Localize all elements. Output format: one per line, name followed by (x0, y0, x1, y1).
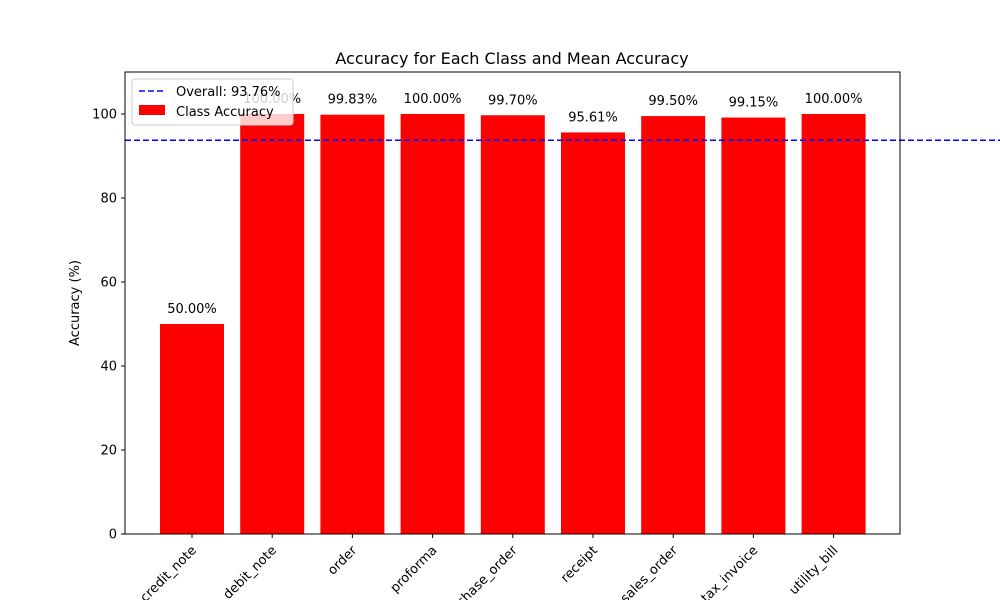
x-tick-label: tax_invoice (699, 543, 762, 600)
x-tick-label: credit_note (138, 543, 200, 600)
x-tick-label: debit_note (221, 543, 280, 600)
bar (320, 114, 385, 535)
legend-overall-label: Overall: 93.76% (176, 85, 281, 100)
bar (160, 324, 224, 534)
x-tick-label: proforma (388, 543, 441, 596)
bar (801, 114, 866, 534)
legend-box (131, 78, 294, 126)
bar (400, 114, 465, 534)
bar-value-label: 99.50% (648, 94, 698, 109)
bar-value-label: 100.00% (404, 92, 462, 107)
bar-value-label: 99.70% (488, 93, 538, 108)
bar (641, 116, 706, 534)
x-tick-label: sales_order (618, 543, 682, 600)
y-tick-label: 100 (92, 108, 117, 123)
legend: Overall: 93.76% Class Accuracy (131, 78, 294, 126)
y-tick-label: 20 (100, 444, 117, 459)
bar (561, 132, 625, 535)
plot-frame (124, 71, 901, 535)
bar (480, 115, 545, 534)
x-tick-label: receipt (558, 543, 601, 586)
legend-class-accuracy-label: Class Accuracy (176, 105, 274, 120)
x-tick-label: purchase_order (439, 543, 521, 600)
bar-value-label: 99.15% (729, 96, 779, 111)
plot-area: 0 20 40 60 80 100 50.00% credit_note 100.00% debi… (92, 92, 1000, 605)
bar-value-label: 95.61% (568, 110, 618, 125)
bar-value-label: 50.00% (167, 302, 217, 317)
chart-title: Accuracy for Each Class and Mean Accurac… (335, 49, 688, 68)
y-tick-label: 60 (100, 276, 117, 291)
y-tick-label: 80 (100, 192, 117, 207)
bar (240, 114, 305, 534)
legend-bar-swatch (139, 105, 165, 115)
bar-value-label: 99.83% (328, 93, 378, 108)
x-tick-label: utility_bill (787, 543, 842, 598)
y-tick-label: 0 (109, 528, 117, 543)
bar-value-label: 100.00% (805, 92, 863, 107)
y-axis-label: Accuracy (%) (68, 260, 83, 346)
x-tick-label: order (325, 543, 361, 579)
bar (721, 117, 786, 534)
y-tick-label: 40 (100, 360, 117, 375)
